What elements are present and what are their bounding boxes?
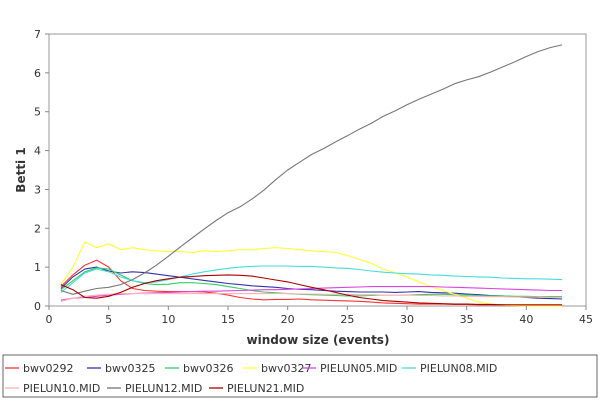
x-tick-label: 25	[340, 313, 354, 326]
y-tick-label: 2	[34, 222, 41, 235]
series-line	[60, 293, 563, 302]
series-line	[60, 265, 563, 293]
legend-box	[2, 354, 598, 398]
y-tick-label: 4	[34, 145, 41, 158]
x-tick-label: 0	[46, 313, 53, 326]
x-tick-label: 5	[105, 313, 112, 326]
y-tick-label: 0	[34, 300, 41, 313]
x-tick-label: 15	[221, 313, 235, 326]
legend-label: PIELUN05.MID	[320, 362, 397, 375]
series-line	[60, 44, 563, 295]
y-tick-label: 6	[34, 67, 41, 80]
legend-label: bwv0292	[23, 362, 73, 375]
y-axis-title: Betti 1	[14, 147, 28, 192]
legend-label: bwv0326	[183, 362, 233, 375]
legend-label: PIELUN21.MID	[227, 382, 304, 395]
y-tick-label: 5	[34, 106, 41, 119]
x-tick-label: 30	[400, 313, 414, 326]
legend-label: bwv0327	[261, 362, 311, 375]
x-tick-label: 20	[281, 313, 295, 326]
x-tick-label: 35	[460, 313, 474, 326]
legend-label: PIELUN12.MID	[125, 382, 202, 395]
series-line	[60, 274, 563, 306]
plot-area	[48, 33, 587, 307]
legend-label: PIELUN08.MID	[420, 362, 497, 375]
legend-label: bwv0325	[105, 362, 155, 375]
x-axis-title: window size (events)	[247, 333, 390, 347]
y-tick-label: 1	[34, 261, 41, 274]
x-tick-label: 10	[161, 313, 175, 326]
legend: bwv0292 bwv0325 bwv0326 bwv0327 PIELUN05.MID…	[2, 354, 598, 398]
series-layer	[60, 44, 563, 307]
y-tick-label: 7	[34, 28, 41, 41]
legend-label: PIELUN10.MID	[23, 382, 100, 395]
plot-frame	[48, 33, 587, 307]
x-tick-label: 40	[519, 313, 533, 326]
x-tick-label: 45	[579, 313, 593, 326]
series-line	[60, 241, 563, 307]
y-tick-label: 3	[34, 183, 41, 196]
